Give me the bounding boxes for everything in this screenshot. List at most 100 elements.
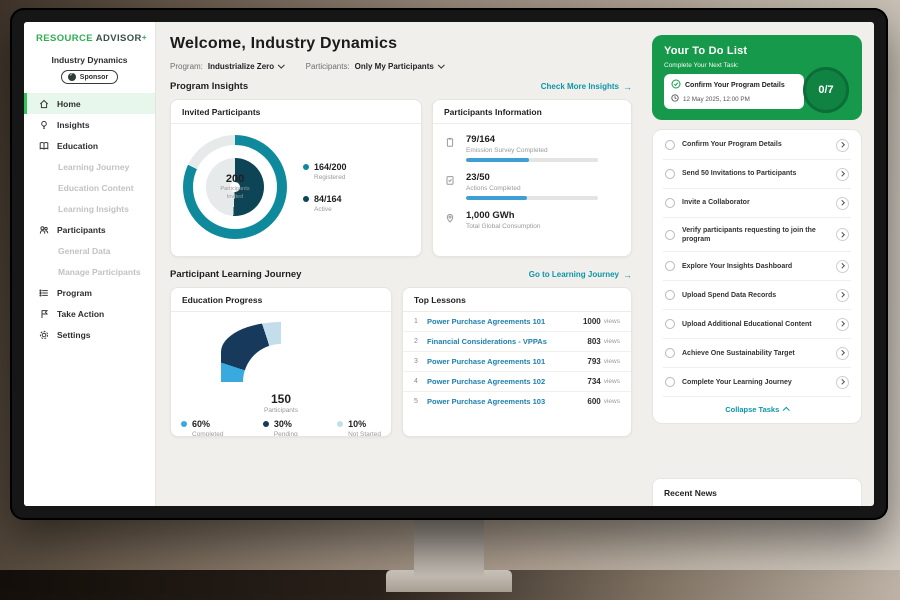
- lesson-link[interactable]: Power Purchase Agreements 101: [427, 357, 546, 366]
- collapse-tasks-button[interactable]: Collapse Tasks: [663, 397, 851, 423]
- legend-label: Active: [314, 205, 332, 213]
- chevron-right-icon: [839, 200, 845, 206]
- legend-dot: [337, 421, 344, 427]
- lesson-row[interactable]: 2 Financial Considerations - VPPAs 803 v…: [403, 332, 631, 352]
- program-filter-value: Industrialize Zero: [207, 62, 275, 71]
- task-checkbox[interactable]: [665, 198, 675, 208]
- lesson-row[interactable]: 5 Power Purchase Agreements 103 600 view…: [403, 392, 631, 411]
- task-row[interactable]: Upload Spend Data Records: [663, 281, 851, 311]
- sponsor-icon: [67, 72, 76, 81]
- card-title: Participants Information: [433, 100, 631, 124]
- lesson-row[interactable]: 1 Power Purchase Agreements 101 1000 vie…: [403, 312, 631, 332]
- location-pin-icon: [445, 210, 457, 234]
- task-open-button[interactable]: [836, 317, 849, 331]
- participants-filter-value: Only My Participants: [354, 62, 434, 71]
- task-open-button[interactable]: [836, 259, 849, 273]
- lesson-row[interactable]: 4 Power Purchase Agreements 102 734 view…: [403, 372, 631, 392]
- lesson-link[interactable]: Financial Considerations - VPPAs: [427, 337, 547, 346]
- task-checkbox[interactable]: [665, 348, 675, 359]
- education-progress-gauge-chart: 150 Participants: [221, 322, 341, 420]
- arrow-right-icon: [623, 270, 632, 280]
- task-open-button[interactable]: [836, 167, 849, 181]
- program-filter-label: Program:: [170, 62, 203, 71]
- task-label: Achieve One Sustainability Target: [682, 349, 795, 357]
- stat-global-consumption: 1,000 GWh Total Global Consumption: [445, 210, 619, 234]
- task-checkbox[interactable]: [665, 140, 675, 150]
- task-checkbox[interactable]: [665, 319, 675, 330]
- task-row[interactable]: Achieve One Sustainability Target: [663, 339, 851, 369]
- insights-icon: [39, 120, 50, 130]
- task-row[interactable]: Complete Your Learning Journey: [663, 368, 851, 398]
- task-row[interactable]: Explore Your Insights Dashboard: [663, 252, 851, 282]
- logo-plus: +: [141, 33, 147, 42]
- sidebar-item-label: Education: [57, 140, 99, 151]
- stat-value: 79/164: [466, 134, 496, 145]
- task-row[interactable]: Confirm Your Program Details: [663, 131, 851, 160]
- next-task-box[interactable]: Confirm Your Program Details 12 May 2025…: [664, 74, 804, 109]
- lesson-row[interactable]: 3 Power Purchase Agreements 101 793 view…: [403, 352, 631, 372]
- task-checkbox[interactable]: [665, 169, 675, 179]
- sidebar-item-settings[interactable]: Settings: [24, 324, 155, 345]
- lesson-link[interactable]: Power Purchase Agreements 101: [427, 317, 546, 326]
- sidebar: RESOURCE ADVISOR+ Industry Dynamics Spon…: [24, 22, 156, 506]
- lesson-link[interactable]: Power Purchase Agreements 102: [427, 377, 546, 386]
- sidebar-item-learning-insights[interactable]: Learning Insights: [24, 198, 155, 219]
- sidebar-item-general-data[interactable]: General Data: [24, 240, 155, 261]
- education-card-body: 150 Participants 60%: [171, 322, 391, 437]
- task-open-button[interactable]: [836, 228, 849, 242]
- task-open-button[interactable]: [836, 138, 849, 152]
- participants-information-card: Participants Information 79/164 Emission…: [432, 99, 632, 257]
- sponsor-badge[interactable]: Sponsor: [60, 70, 119, 84]
- program-filter-dropdown[interactable]: Industrialize Zero: [207, 61, 285, 71]
- legend-label: Not Started: [348, 431, 381, 437]
- sidebar-item-participants[interactable]: Participants: [24, 219, 155, 240]
- task-checkbox[interactable]: [665, 290, 675, 301]
- sidebar-item-learning-journey[interactable]: Learning Journey: [24, 156, 155, 177]
- gear-icon: [39, 330, 50, 340]
- actions-icon: [445, 172, 457, 200]
- task-row[interactable]: Send 50 Invitations to Participants: [663, 160, 851, 189]
- task-open-button[interactable]: [836, 288, 849, 302]
- task-checkbox[interactable]: [665, 261, 675, 272]
- info-card-body: 79/164 Emission Survey Completed 23/50 A…: [433, 124, 631, 234]
- check-more-insights-link[interactable]: Check More Insights: [541, 82, 632, 92]
- progress-fill: [466, 196, 527, 200]
- chevron-right-icon: [839, 232, 845, 238]
- page-title: Welcome, Industry Dynamics: [170, 35, 398, 52]
- program-insights-title: Program Insights: [170, 81, 249, 92]
- sidebar-item-label: Learning Insights: [58, 203, 129, 214]
- lesson-rank: 2: [414, 338, 418, 345]
- donut-center-value: 200: [225, 173, 245, 186]
- sidebar-item-manage-participants[interactable]: Manage Participants: [24, 261, 155, 282]
- org-name: Industry Dynamics: [51, 55, 128, 65]
- donut-legend: 164/200 Registered 84/164 Active: [303, 162, 347, 213]
- lesson-link[interactable]: Power Purchase Agreements 103: [427, 397, 546, 406]
- sidebar-item-take-action[interactable]: Take Action: [24, 303, 155, 324]
- lesson-views: 600: [587, 397, 601, 406]
- participants-filter-dropdown[interactable]: Only My Participants: [354, 61, 445, 71]
- legend-dot: [181, 421, 187, 427]
- sidebar-item-program[interactable]: Program: [24, 282, 155, 303]
- sidebar-item-insights[interactable]: Insights: [24, 114, 155, 135]
- stat-label: Total Global Consumption: [466, 223, 541, 230]
- task-row[interactable]: Invite a Collaborator: [663, 189, 851, 218]
- task-row[interactable]: Upload Additional Educational Content: [663, 310, 851, 340]
- chevron-right-icon: [839, 263, 845, 269]
- sidebar-item-label: Settings: [57, 329, 91, 340]
- lessons-list: 1 Power Purchase Agreements 101 1000 vie…: [403, 312, 631, 411]
- task-checkbox[interactable]: [665, 229, 675, 240]
- sidebar-item-education-content[interactable]: Education Content: [24, 177, 155, 198]
- task-row[interactable]: Verify participants requesting to join t…: [663, 218, 851, 253]
- task-checkbox[interactable]: [665, 377, 675, 388]
- task-label: Upload Additional Educational Content: [682, 320, 812, 328]
- task-open-button[interactable]: [836, 196, 849, 210]
- task-open-button[interactable]: [836, 346, 849, 360]
- progress-fill: [466, 158, 530, 162]
- go-to-learning-journey-link[interactable]: Go to Learning Journey: [529, 270, 632, 280]
- legend-label: Registered: [314, 173, 346, 181]
- sidebar-item-education[interactable]: Education: [24, 135, 155, 156]
- sidebar-item-home[interactable]: Home: [24, 93, 155, 114]
- sidebar-item-label: Program: [57, 287, 92, 298]
- task-label: Send 50 Invitations to Participants: [682, 170, 797, 178]
- task-open-button[interactable]: [836, 375, 849, 389]
